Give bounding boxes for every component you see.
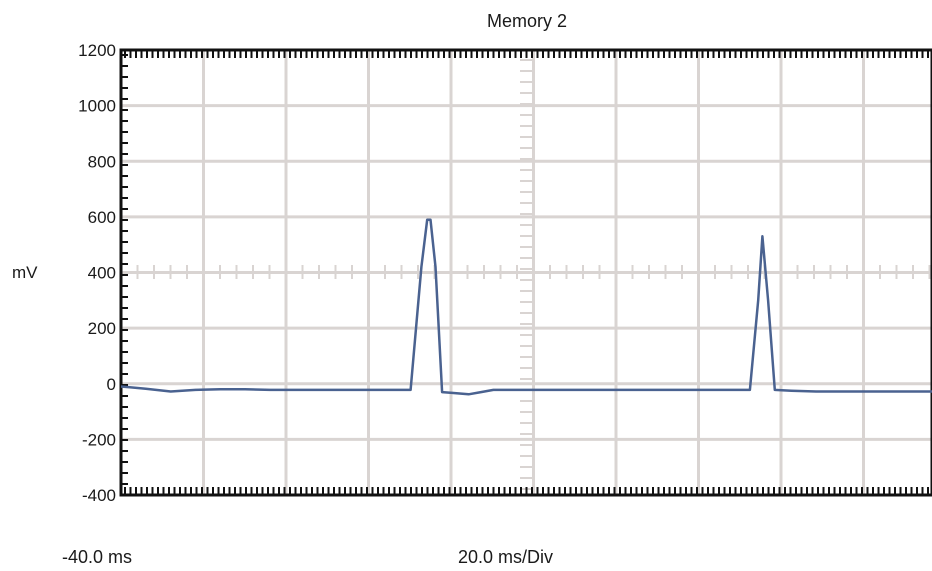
y-axis-label: mV [12, 263, 38, 282]
plot-grid [121, 50, 932, 495]
y-tick-label: 1000 [78, 97, 116, 116]
plot-frame [119, 48, 932, 497]
y-tick-labels: 1200 1000 800 600 400 200 0 -200 -400 [78, 41, 116, 505]
y-tick-label: -400 [82, 486, 116, 505]
x-start-label: -40.0 ms [62, 547, 132, 567]
chart-title: Memory 2 [487, 11, 567, 31]
x-scale-label: 20.0 ms/Div [458, 547, 553, 567]
signal-trace [120, 218, 932, 396]
y-tick-label: -200 [82, 430, 116, 449]
y-tick-label: 1200 [78, 41, 116, 60]
y-tick-label: 400 [88, 264, 116, 283]
y-tick-label: 200 [88, 319, 116, 338]
y-tick-label: 800 [88, 152, 116, 171]
y-tick-label: 600 [88, 208, 116, 227]
y-tick-label: 0 [107, 375, 116, 394]
